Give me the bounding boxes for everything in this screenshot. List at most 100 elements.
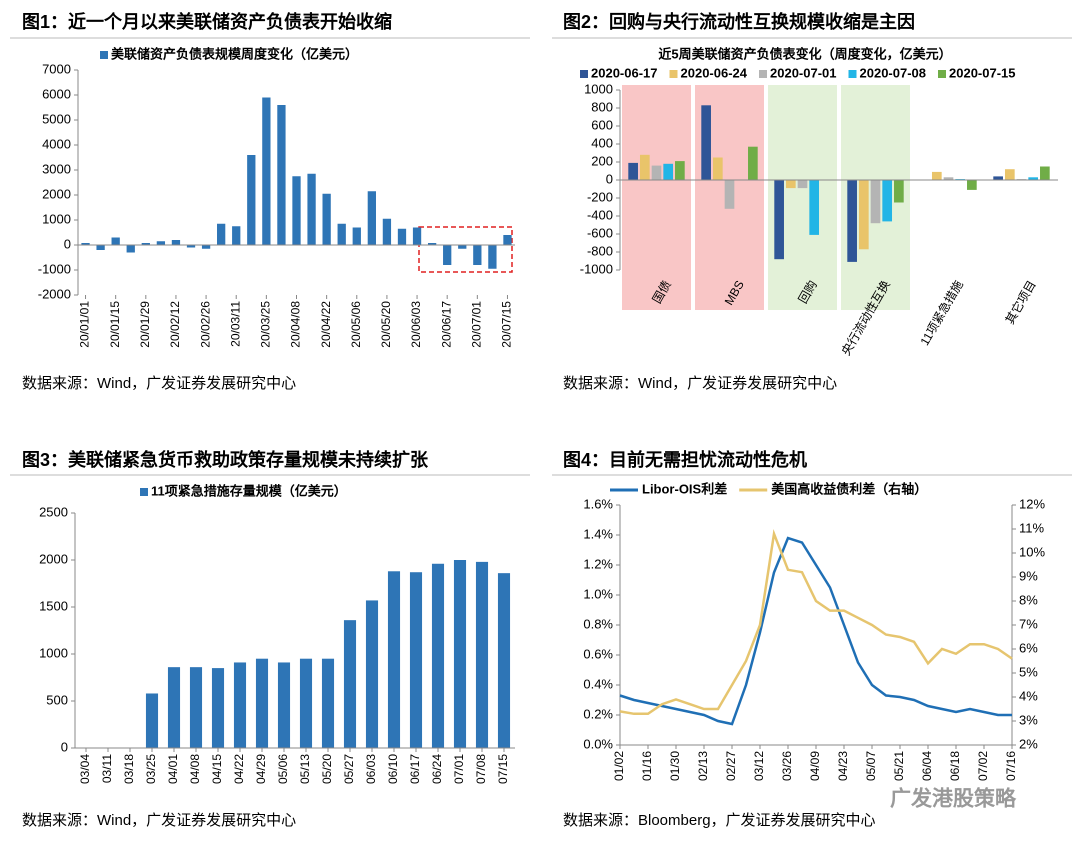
- y-tick-label: 500: [46, 692, 68, 707]
- legend-swatch: [140, 488, 148, 496]
- x-tick-label: 03/12: [752, 751, 766, 781]
- bar: [797, 180, 808, 189]
- y-tick-label: 0.4%: [583, 676, 613, 691]
- bar: [724, 180, 735, 209]
- source-note: 数据来源：Bloomberg，广发证券发展研究中心: [563, 812, 876, 829]
- x-tick-label: 07/01: [452, 754, 466, 784]
- y-tick-label: 800: [591, 99, 613, 114]
- bar: [701, 105, 711, 180]
- bar: [497, 573, 511, 748]
- bar: [397, 228, 407, 245]
- bar: [322, 193, 331, 245]
- x-tick-label: 20/07/01: [469, 301, 483, 348]
- y-tick-label: 0: [606, 171, 613, 186]
- x-tick-label: 20/01/15: [108, 301, 122, 348]
- legend-label: 2020-07-15: [949, 65, 1016, 80]
- x-tick-label: 07/16: [1004, 751, 1018, 781]
- y2-tick-label: 7%: [1019, 616, 1038, 631]
- y-tick-label: 1000: [584, 81, 613, 96]
- bar: [847, 180, 857, 262]
- y-tick-label: 7000: [42, 61, 71, 76]
- x-tick-label: 20/04/08: [289, 301, 303, 348]
- bar: [201, 245, 211, 249]
- x-tick-label: 06/04: [920, 751, 934, 781]
- bar: [307, 173, 316, 245]
- bar: [81, 243, 90, 245]
- y-tick-label: 400: [591, 135, 613, 150]
- legend-swatch: [759, 70, 767, 78]
- legend-swatch: [669, 70, 678, 78]
- bar: [387, 571, 401, 748]
- x-tick-label: 06/10: [386, 754, 400, 784]
- x-tick-label: 20/03/11: [228, 301, 242, 347]
- legend-label: Libor-OIS利差: [642, 481, 727, 496]
- bar: [870, 180, 881, 224]
- x-tick-label: 20/02/26: [198, 301, 212, 348]
- legend-swatch: [580, 70, 588, 78]
- bar: [232, 226, 241, 245]
- y-tick-label: 1500: [39, 598, 68, 613]
- y-tick-label: 6000: [42, 86, 71, 101]
- bar: [367, 191, 376, 245]
- y-tick-label: 0.0%: [583, 736, 613, 751]
- bar: [993, 176, 1003, 180]
- y-tick-label: 5000: [42, 111, 71, 126]
- legend-label: 2020-07-08: [860, 65, 927, 80]
- bar: [785, 180, 796, 189]
- y2-tick-label: 5%: [1019, 664, 1038, 679]
- x-tick-label: 06/24: [430, 754, 444, 784]
- line-series: [619, 536, 1012, 726]
- y-tick-label: 0.8%: [583, 616, 613, 631]
- chart-title: 图2：回购与央行流动性互换规模收缩是主因: [563, 11, 915, 32]
- bar: [809, 180, 820, 235]
- x-tick-label: 其它项目: [1002, 278, 1039, 327]
- bar: [639, 154, 650, 180]
- x-tick-label: 02/13: [696, 751, 710, 781]
- x-tick-label: 03/04: [78, 754, 92, 784]
- y2-tick-label: 8%: [1019, 592, 1038, 607]
- bar: [882, 180, 893, 222]
- bar: [748, 146, 758, 180]
- x-tick-label: 04/22: [232, 754, 246, 784]
- y-tick-label: 0.2%: [583, 706, 613, 721]
- bar: [651, 165, 662, 180]
- x-tick-label: 20/05/20: [379, 301, 393, 348]
- x-tick-label: 20/06/03: [409, 301, 423, 348]
- bar: [321, 658, 335, 748]
- bar: [475, 561, 489, 748]
- x-tick-label: 20/02/12: [168, 301, 182, 348]
- bar: [292, 176, 301, 245]
- x-tick-label: 06/18: [948, 751, 962, 781]
- y-tick-label: 1.0%: [583, 586, 613, 601]
- bar: [255, 658, 269, 748]
- legend-swatch: [938, 70, 946, 78]
- bar: [382, 218, 392, 245]
- chart-title: 图1：近一个月以来美联储资产负债表开始收缩: [22, 11, 392, 32]
- x-tick-label: 03/11: [100, 754, 114, 783]
- x-tick-label: 05/07: [864, 751, 878, 781]
- y-tick-label: -600: [587, 225, 613, 240]
- y2-tick-label: 4%: [1019, 688, 1038, 703]
- y-tick-label: 200: [591, 153, 613, 168]
- bar: [443, 245, 452, 265]
- y-tick-label: 1000: [42, 211, 71, 226]
- bar: [211, 668, 225, 748]
- bar: [145, 693, 159, 748]
- y2-tick-label: 12%: [1019, 496, 1045, 511]
- x-tick-label: 04/08: [188, 754, 202, 784]
- bar: [167, 667, 181, 748]
- legend-swatch: [848, 70, 857, 78]
- x-tick-label: 04/09: [808, 751, 822, 781]
- y-tick-label: -200: [587, 189, 613, 204]
- x-tick-label: 04/15: [210, 754, 224, 784]
- bar: [931, 171, 942, 180]
- bar: [943, 177, 954, 180]
- y2-tick-label: 3%: [1019, 712, 1038, 727]
- bar: [189, 667, 203, 748]
- x-tick-label: 07/02: [976, 751, 990, 781]
- x-tick-label: 06/03: [364, 754, 378, 784]
- x-tick-label: 05/27: [342, 754, 356, 784]
- category-shade: [622, 85, 691, 310]
- x-tick-label: 04/29: [254, 754, 268, 784]
